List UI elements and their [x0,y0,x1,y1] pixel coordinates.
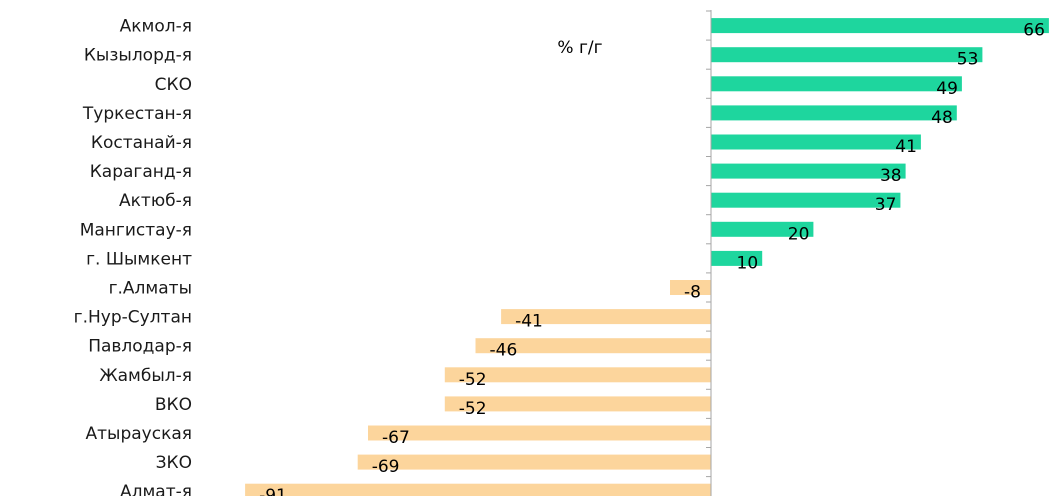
bar [245,483,711,496]
bar [711,221,814,237]
data-label: -67 [382,428,410,448]
category-label: г. Шымкент [86,249,192,269]
category-label: ЗКО [156,453,192,473]
category-label: Павлодар-я [88,337,192,357]
bar [444,367,711,383]
bar [357,454,711,470]
category-label: Актюб-я [119,191,192,211]
data-label: 41 [895,137,917,157]
data-label: 48 [931,108,953,128]
data-label: 66 [1023,21,1045,41]
value-axis [706,10,712,496]
data-label: -41 [515,312,543,332]
category-label: г.Нур-Султан [74,308,192,328]
data-label: -52 [459,370,487,390]
category-label: Кызылорд-я [84,46,192,66]
category-label: Алмат-я [120,482,192,496]
data-label: 10 [737,253,759,273]
data-label: 49 [936,79,958,99]
category-label: Жамбыл-я [99,366,192,386]
data-label: 53 [957,50,979,70]
category-label: Мангистау-я [80,220,192,240]
category-label: ВКО [155,395,192,415]
bar [711,163,906,179]
bar [711,105,957,121]
data-label: 37 [875,195,897,215]
bar [711,250,763,266]
bar [501,309,711,325]
bar [711,18,1049,34]
category-label: Атырауская [86,424,192,444]
bars-group: Акмол-я 66 Кызылорд-я 53 СКО 49 Туркестан-я 48 К… [74,17,1049,496]
data-label: -69 [372,457,400,477]
bar [711,192,901,208]
bar [444,396,711,412]
category-label: СКО [155,75,192,95]
category-label: Акмол-я [120,17,192,37]
bar [711,76,962,92]
data-label: 20 [788,224,810,244]
category-label: Туркестан-я [82,104,192,124]
bar [711,134,921,150]
data-label: -46 [490,341,518,361]
bar [368,425,711,441]
bar [711,47,983,63]
unit-label: % г/г [557,38,602,58]
bar [670,280,711,295]
category-label: г.Алматы [109,279,192,299]
data-label: 38 [880,166,902,186]
category-label: Караганд-я [90,162,192,182]
data-label: -8 [684,283,701,303]
bar [475,338,711,354]
data-label: -52 [459,399,487,419]
category-label: Костанай-я [91,133,192,153]
data-label: -91 [259,486,287,496]
